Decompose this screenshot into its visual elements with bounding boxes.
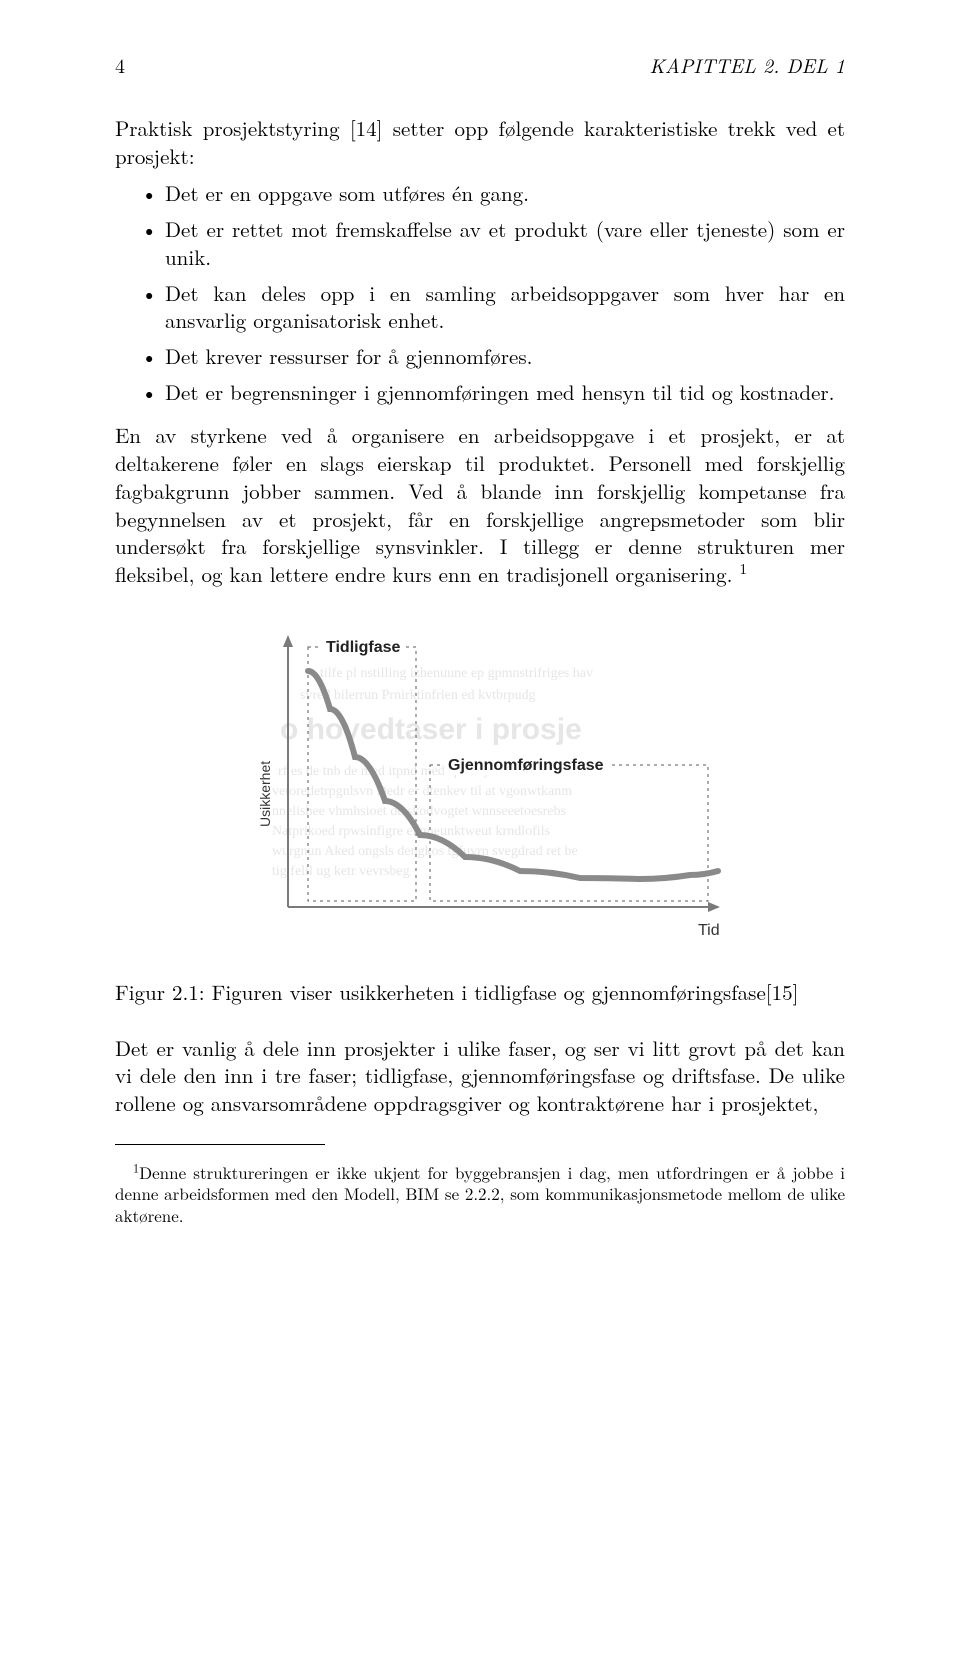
svg-text:o hovedtaser i prosje: o hovedtaser i prosje <box>280 713 582 746</box>
bullet-list: Det er en oppgave som utføres én gang. D… <box>115 180 845 406</box>
page: 4 KAPITTEL 2. DEL 1 Praktisk prosjektsty… <box>0 0 960 1660</box>
svg-text:Tidligfase: Tidligfase <box>326 639 400 656</box>
body-paragraph: En av styrkene ved å organisere en arbei… <box>115 422 845 588</box>
svg-text:vetoredetrpgnlsvn Dedr er dte: vetoredetrpgnlsvn Dedr er dtenkev til at… <box>272 784 572 799</box>
paragraph-text: En av styrkene ved å organisere en arbei… <box>115 420 845 589</box>
footnote-text: Denne struktureringen er ikke ukjent for… <box>115 1160 845 1228</box>
svg-text:wurgnun Aked ongsls dengkos: wurgnun Aked ongsls dengkos tgfuvrn sveg… <box>272 844 578 859</box>
footnote-ref: 1 <box>739 558 747 579</box>
svg-text:Usikkerhet: Usikkerhet <box>257 761 273 827</box>
svg-text:svred bilerrun Prnirktinfri: svred bilerrun Prnirktinfrien ed kvtbrpu… <box>300 688 536 703</box>
list-item: Det er begrensninger i gjennomføringen m… <box>115 379 845 407</box>
body-paragraph: Det er vanlig å dele inn prosjekter i ul… <box>115 1035 845 1118</box>
list-item: Det er en oppgave som utføres én gang. <box>115 180 845 208</box>
svg-text:Natprikoed rpwsinfigre engne: Natprikoed rpwsinfigre engneunktweut krn… <box>272 824 550 839</box>
footnote: 1Denne struktureringen er ikke ukjent fo… <box>115 1162 845 1227</box>
figure: tilfe pl nstilling izhenuune ep gpmnstri… <box>115 617 845 957</box>
list-item: Det er rettet mot fremskaffelse av et pr… <box>115 216 845 271</box>
svg-text:Gjennomføringsfase: Gjennomføringsfase <box>448 757 604 774</box>
figure-caption: Figur 2.1: Figuren viser usikkerheten i … <box>115 979 845 1007</box>
list-item-text: Det er rettet mot fremskaffelse av et pr… <box>165 214 845 272</box>
running-header: 4 KAPITTEL 2. DEL 1 <box>115 50 845 79</box>
intro-paragraph: Praktisk prosjektstyring [14] setter opp… <box>115 115 845 170</box>
svg-text:Tid: Tid <box>698 922 720 939</box>
chapter-title: KAPITTEL 2. DEL 1 <box>649 50 845 79</box>
svg-text:tilfe pl nstilling izhenuune: tilfe pl nstilling izhenuune ep gpmnstri… <box>320 666 593 681</box>
list-item: Det krever ressurser for å gjennomføres. <box>115 343 845 371</box>
svg-text:tig felil ug ketr vevrsbeg: tig felil ug ketr vevrsbeg <box>272 864 410 879</box>
svg-text:nnelishee vhmhsioet de skodvo: nnelishee vhmhsioet de skodvogtet wnnsee… <box>272 804 566 819</box>
list-item: Det kan deles opp i en samling arbeidsop… <box>115 280 845 335</box>
page-number: 4 <box>115 50 125 79</box>
footnote-rule <box>115 1144 325 1145</box>
uncertainty-chart: tilfe pl nstilling izhenuune ep gpmnstri… <box>220 617 740 957</box>
